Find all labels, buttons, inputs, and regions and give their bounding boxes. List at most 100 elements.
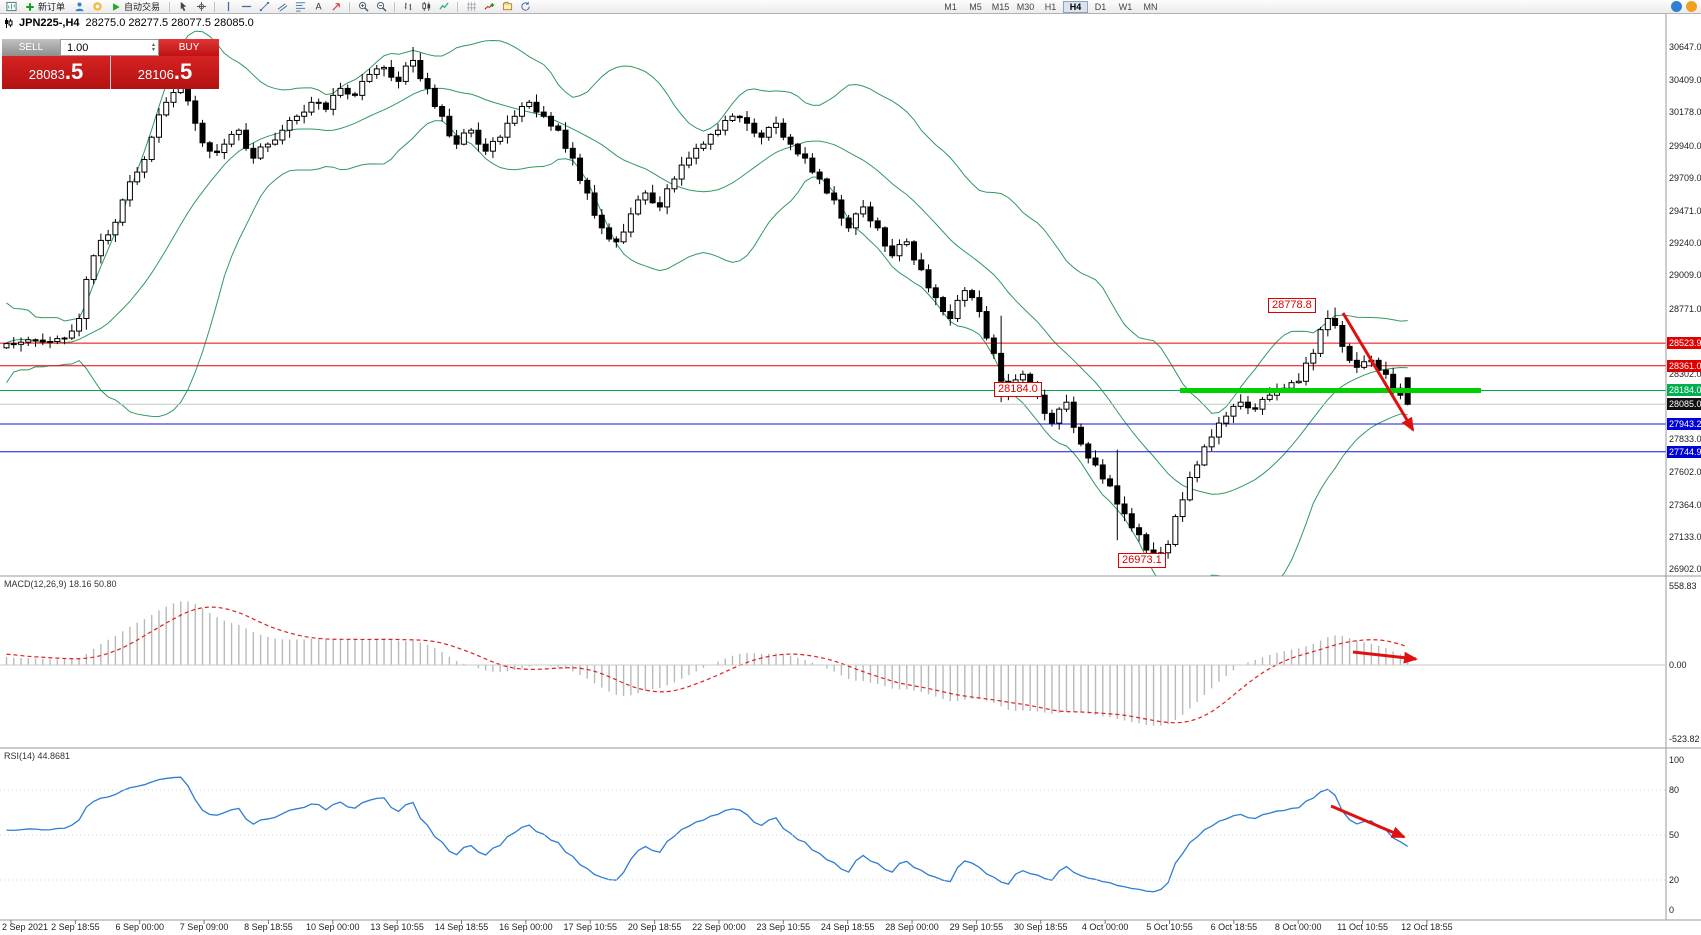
timeframe-h1[interactable]: H1 xyxy=(1044,2,1057,12)
toolbar-separator xyxy=(349,1,351,12)
price-axis-label: 27602.0 xyxy=(1669,466,1701,477)
toolbar-right-icons xyxy=(1671,1,1697,12)
trendline-icon[interactable] xyxy=(256,0,272,13)
time-axis-label: 11 Oct 10:55 xyxy=(1337,922,1388,932)
sell-price[interactable]: 28083.5 xyxy=(2,56,111,89)
line-chart-icon[interactable] xyxy=(436,0,452,13)
buy-button[interactable]: BUY xyxy=(159,39,219,56)
channel-icon[interactable] xyxy=(274,0,290,13)
volume-down-button[interactable]: ▼ xyxy=(151,46,156,53)
price-axis-label: 28771.0 xyxy=(1669,303,1701,314)
arrows-tool-icon[interactable] xyxy=(328,0,344,13)
toolbar-separator xyxy=(169,1,171,12)
vertical-line-icon[interactable] xyxy=(220,0,236,13)
grid-icon[interactable] xyxy=(463,0,479,13)
bollinger-lower xyxy=(6,120,1408,576)
autotrade-button[interactable]: 自动交易 xyxy=(107,0,164,13)
price-annotation[interactable]: 26973.1 xyxy=(1118,553,1166,568)
rsi-axis-label: 80 xyxy=(1669,785,1680,795)
time-axis-label: 23 Sep 10:55 xyxy=(756,922,811,932)
price-annotation[interactable]: 28778.8 xyxy=(1268,298,1316,313)
timeframe-d1[interactable]: D1 xyxy=(1094,2,1107,12)
macd-signal-line xyxy=(6,606,1408,724)
rsi-axis-label: 100 xyxy=(1669,755,1685,765)
timeframe-mn[interactable]: MN xyxy=(1143,2,1158,12)
buy-price[interactable]: 28106.5 xyxy=(111,56,219,89)
zoom-in-icon[interactable] xyxy=(355,0,371,13)
timeframe-m1[interactable]: M1 xyxy=(944,2,957,12)
timeframe-m30[interactable]: M30 xyxy=(1016,2,1035,12)
sell-button[interactable]: SELL xyxy=(2,39,60,56)
candle-chart-icon[interactable] xyxy=(418,0,434,13)
volume-spinner: ▲ ▼ xyxy=(151,41,156,53)
price-axis-label: 29009.0 xyxy=(1669,270,1701,281)
new-order-button[interactable]: 新订单 xyxy=(21,0,69,13)
toolbar: 新订单 自动交易 A M1 M5 M15 M30 H1 H4 D1 W1 MN xyxy=(0,0,1701,14)
rsi-axis-label: 0 xyxy=(1669,905,1675,915)
time-axis-label: 13 Sep 10:55 xyxy=(370,922,424,932)
time-axis-label: 28 Sep 00:00 xyxy=(885,922,939,932)
community-icon[interactable] xyxy=(89,0,105,13)
price-axis-label: 29709.0 xyxy=(1669,172,1701,183)
rsi-label: RSI(14) 44.8681 xyxy=(4,751,71,761)
time-axis-label: 17 Sep 10:55 xyxy=(563,922,618,932)
time-axis-label: 2 Sep 2021 xyxy=(2,922,49,932)
chart-info-line: JPN225-,H4 28275.0 28277.5 28077.5 28085… xyxy=(4,17,254,29)
fibonacci-icon[interactable] xyxy=(292,0,308,13)
macd-axis-label: 558.83 xyxy=(1669,581,1697,592)
rsi-line xyxy=(6,776,1409,893)
time-axis-label: 6 Oct 18:55 xyxy=(1210,922,1258,932)
price-axis-label: 26902.0 xyxy=(1669,564,1701,575)
zoom-out-icon[interactable] xyxy=(373,0,389,13)
profile-icon[interactable] xyxy=(71,0,87,13)
price-tag: 27744.9 xyxy=(1667,445,1701,458)
toolbar-separator xyxy=(457,1,459,12)
volume-input[interactable]: 1.00 ▲ ▼ xyxy=(60,39,159,56)
bollinger-middle xyxy=(6,87,1408,495)
account-status-icon[interactable] xyxy=(1671,1,1682,12)
indicators-icon[interactable] xyxy=(481,0,497,13)
price-axis-label: 28302.0 xyxy=(1669,369,1701,380)
time-axis-label: 6 Sep 00:00 xyxy=(115,922,164,932)
trend-arrow-1 xyxy=(1341,312,1415,432)
refresh-icon[interactable] xyxy=(517,0,533,13)
time-axis-label: 8 Sep 18:55 xyxy=(244,922,293,932)
time-axis-label: 5 Oct 10:55 xyxy=(1146,922,1193,932)
volume-up-button[interactable]: ▲ xyxy=(151,41,156,48)
timeframe-w1[interactable]: W1 xyxy=(1118,2,1133,12)
time-axis-label: 2 Sep 18:55 xyxy=(51,922,100,932)
symbol-period-label: JPN225-,H4 xyxy=(19,17,80,29)
price-axis-label: 29240.0 xyxy=(1669,238,1701,249)
time-axis-label: 4 Oct 00:00 xyxy=(1081,922,1129,932)
price-annotation[interactable]: 28184.0 xyxy=(994,382,1042,397)
time-axis-label: 24 Sep 18:55 xyxy=(820,922,875,932)
price-tag: 28085.0 xyxy=(1667,398,1701,411)
bar-chart-icon[interactable] xyxy=(400,0,416,13)
horizontal-line-icon[interactable] xyxy=(238,0,254,13)
timeframe-m5[interactable]: M5 xyxy=(969,2,982,12)
alerts-icon[interactable] xyxy=(1686,1,1697,12)
time-axis-label: 7 Sep 09:00 xyxy=(179,922,229,932)
time-axis-label: 20 Sep 18:55 xyxy=(627,922,682,932)
price-axis-label: 27833.0 xyxy=(1669,434,1701,445)
new-chart-icon[interactable] xyxy=(3,0,19,13)
timeframe-h4[interactable]: H4 xyxy=(1063,1,1088,13)
timeframe-m15[interactable]: M15 xyxy=(991,2,1010,12)
macd-label: MACD(12,26,9) 18.16 50.80 xyxy=(4,579,117,589)
price-axis-label: 30647.0 xyxy=(1669,41,1701,52)
play-icon xyxy=(113,2,120,11)
text-tool-icon[interactable]: A xyxy=(310,0,326,13)
time-axis-label: 12 Oct 18:55 xyxy=(1401,922,1453,932)
template-icon[interactable] xyxy=(499,0,515,13)
macd-axis-label: -523.82 xyxy=(1669,733,1700,744)
toolbar-separator xyxy=(394,1,396,12)
crosshair-icon[interactable] xyxy=(193,0,209,13)
trend-arrow-2 xyxy=(1352,650,1418,664)
price-tag: 27943.2 xyxy=(1667,418,1701,431)
macd-axis-label: 0.00 xyxy=(1669,660,1687,670)
rsi-axis-label: 50 xyxy=(1669,830,1680,840)
time-axis-label: 22 Sep 00:00 xyxy=(692,922,746,932)
cursor-icon[interactable] xyxy=(175,0,191,13)
